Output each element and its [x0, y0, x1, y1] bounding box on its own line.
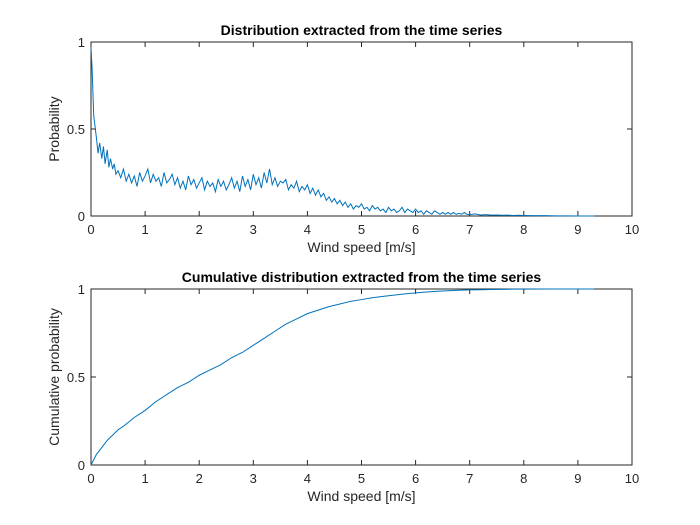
x-tick-label: 6	[412, 222, 419, 237]
y-tick-label: 1	[78, 282, 85, 297]
x-tick-label: 10	[625, 222, 639, 237]
plot-title: Distribution extracted from the time ser…	[221, 22, 503, 38]
x-tick-label: 5	[358, 471, 365, 486]
y-tick-label: 0	[78, 209, 85, 224]
x-tick-label: 3	[250, 471, 257, 486]
x-tick-label: 10	[625, 471, 639, 486]
plot-title: Cumulative distribution extracted from t…	[182, 269, 542, 285]
x-tick-label: 3	[250, 222, 257, 237]
y-axis-label: Probability	[46, 96, 62, 161]
y-tick-label: 0.5	[67, 122, 85, 137]
x-tick-label: 8	[520, 222, 527, 237]
x-tick-label: 6	[412, 471, 419, 486]
y-tick-label: 1	[78, 35, 85, 50]
x-tick-label: 9	[574, 222, 581, 237]
series-line-1	[90, 47, 595, 217]
x-tick-label: 9	[574, 471, 581, 486]
x-tick-label: 1	[141, 222, 148, 237]
y-tick-label: 0.5	[67, 370, 85, 385]
plot-2: 0 1 2 3 4 5 6 7 8 9 10 0 0.5 1 Cumulative distribution…	[46, 269, 639, 504]
x-tick-label: 2	[196, 471, 203, 486]
x-tick-label: 8	[520, 471, 527, 486]
x-tick-label: 0	[87, 222, 94, 237]
x-tick-label: 5	[358, 222, 365, 237]
x-tick-label: 1	[141, 471, 148, 486]
y-tick-label: 0	[78, 458, 85, 473]
x-tick-label: 4	[304, 222, 311, 237]
x-axis-label: Wind speed [m/s]	[307, 239, 415, 255]
x-tick-label: 2	[196, 222, 203, 237]
x-axis-label: Wind speed [m/s]	[307, 488, 415, 504]
x-tick-label: 0	[87, 471, 94, 486]
series-line-2	[90, 288, 595, 466]
plot-1: 0 1 2 3 4 5 6 7 8 9 10 0 0.5 1 Distribution extracted …	[46, 22, 639, 255]
x-tick-label: 4	[304, 471, 311, 486]
x-tick-label: 7	[466, 471, 473, 486]
x-tick-label: 7	[466, 222, 473, 237]
y-axis-label: Cumulative probability	[46, 308, 62, 446]
